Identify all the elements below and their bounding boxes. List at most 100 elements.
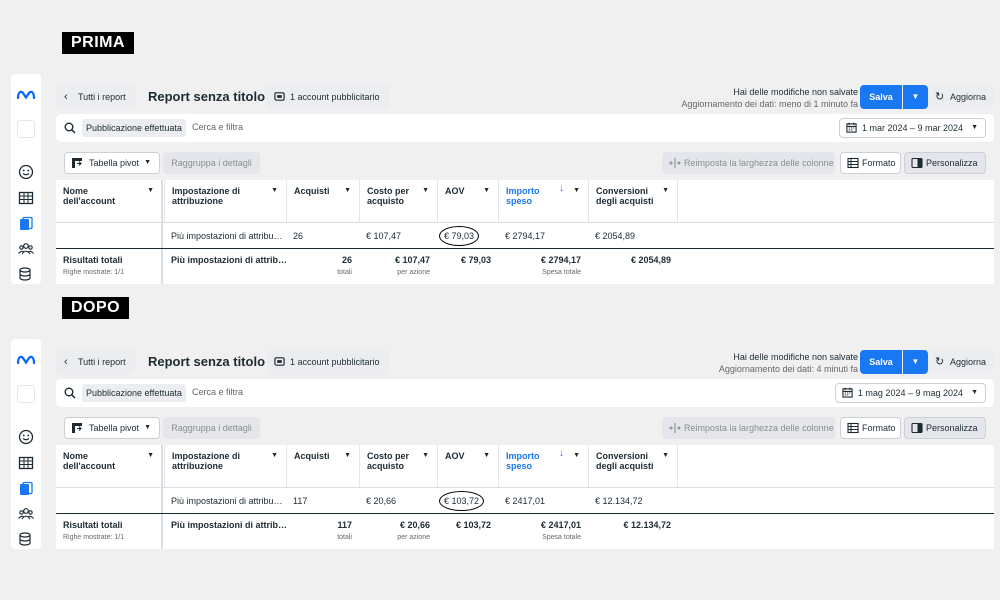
reports-icon[interactable] bbox=[18, 481, 34, 497]
column-header-purchases[interactable]: Acquisti ▼ bbox=[286, 180, 359, 222]
column-header-aov[interactable]: AOV ▼ bbox=[437, 180, 498, 222]
format-button[interactable]: Formato bbox=[840, 152, 901, 174]
totals-purchases-value: 117 bbox=[337, 520, 352, 530]
caret-down-icon: ▼ bbox=[144, 159, 151, 166]
all-reports-button[interactable]: ‹ Tutti i report bbox=[56, 349, 135, 375]
column-header-account-name[interactable]: Nome dell'account ▼ bbox=[56, 180, 162, 222]
group-details-button[interactable]: Raggruppa i dettagli bbox=[163, 417, 260, 439]
customize-button[interactable]: Personalizza bbox=[904, 417, 986, 439]
filter-chip-published[interactable]: Pubblicazione effettuata bbox=[82, 119, 186, 137]
column-header-attribution[interactable]: Impostazione di attribuzione ▼ bbox=[164, 180, 286, 222]
ad-account-button[interactable]: 1 account pubblicitario bbox=[266, 84, 390, 110]
caret-down-icon[interactable]: ▼ bbox=[422, 187, 429, 194]
table-header-row: Nome dell'account ▼ Impostazione di attri… bbox=[56, 445, 994, 487]
caret-down-icon[interactable]: ▼ bbox=[573, 452, 580, 459]
column-header-cost-per-purchase[interactable]: Costo per acquisto ▼ bbox=[359, 180, 437, 222]
caret-down-icon[interactable]: ▼ bbox=[573, 187, 580, 194]
reset-column-width-button[interactable]: Reimposta la larghezza delle colonne bbox=[662, 417, 835, 439]
format-icon bbox=[847, 157, 859, 169]
ad-account-label: 1 account pubblicitario bbox=[290, 92, 380, 102]
audience-icon[interactable] bbox=[18, 241, 34, 257]
column-header-account-name[interactable]: Nome dell'account ▼ bbox=[56, 445, 162, 487]
totals-amount-value: € 2417,01 bbox=[540, 520, 581, 530]
caret-down-icon[interactable]: ▼ bbox=[344, 452, 351, 459]
caret-down-icon: ▼ bbox=[971, 124, 978, 131]
caret-down-icon[interactable]: ▼ bbox=[662, 452, 669, 459]
column-header-purchase-conversions[interactable]: Conversioni degli acquisti ▼ bbox=[588, 180, 678, 222]
caret-down-icon[interactable]: ▼ bbox=[483, 187, 490, 194]
cell-cost-per-purchase: € 107,47 bbox=[366, 231, 402, 241]
cell-attribution[interactable]: Più impostazioni di attribu… bbox=[171, 231, 283, 241]
table-icon[interactable] bbox=[18, 190, 34, 206]
caret-down-icon[interactable]: ▼ bbox=[271, 452, 278, 459]
customize-button[interactable]: Personalizza bbox=[904, 152, 986, 174]
pinned-column-divider[interactable] bbox=[161, 445, 163, 549]
totals-amount-sub: Spesa totale bbox=[542, 534, 581, 541]
column-header-purchases[interactable]: Acquisti ▼ bbox=[286, 445, 359, 487]
table-row[interactable]: Più impostazioni di attribu… 26 € 107,47… bbox=[56, 222, 994, 248]
caret-down-icon[interactable]: ▼ bbox=[422, 452, 429, 459]
meta-logo-icon[interactable] bbox=[16, 88, 36, 102]
account-avatar[interactable] bbox=[17, 120, 35, 138]
refresh-button[interactable]: ↻ Aggiorna bbox=[927, 350, 994, 374]
save-button[interactable]: Salva bbox=[860, 350, 902, 374]
filter-chip-published[interactable]: Pubblicazione effettuata bbox=[82, 384, 186, 402]
column-header-amount-spent[interactable]: Importo speso ↓ ▼ bbox=[498, 445, 588, 487]
billing-icon[interactable] bbox=[18, 531, 34, 547]
search-input[interactable]: Cerca e filtra bbox=[192, 122, 244, 132]
sort-descending-icon[interactable]: ↓ bbox=[559, 183, 564, 194]
caret-down-icon[interactable]: ▼ bbox=[344, 187, 351, 194]
totals-title: Risultati totali bbox=[63, 520, 123, 530]
save-options-dropdown[interactable]: ▼ bbox=[903, 350, 928, 374]
meta-logo-icon[interactable] bbox=[16, 353, 36, 367]
report-title[interactable]: Report senza titolo bbox=[148, 89, 266, 104]
column-header-label: AOV bbox=[445, 186, 465, 196]
ad-account-button[interactable]: 1 account pubblicitario bbox=[266, 349, 390, 375]
reports-icon[interactable] bbox=[18, 216, 34, 232]
smiley-icon[interactable] bbox=[18, 164, 34, 180]
cell-account-name bbox=[56, 223, 162, 248]
caret-down-icon[interactable]: ▼ bbox=[147, 187, 154, 194]
sort-descending-icon[interactable]: ↓ bbox=[559, 448, 564, 459]
smiley-icon[interactable] bbox=[18, 429, 34, 445]
column-header-purchase-conversions[interactable]: Conversioni degli acquisti ▼ bbox=[588, 445, 678, 487]
caret-down-icon[interactable]: ▼ bbox=[147, 452, 154, 459]
reset-column-width-button[interactable]: Reimposta la larghezza delle colonne bbox=[662, 152, 835, 174]
calendar-icon bbox=[846, 122, 857, 133]
save-options-dropdown[interactable]: ▼ bbox=[903, 85, 928, 109]
report-title[interactable]: Report senza titolo bbox=[148, 354, 266, 369]
cell-totals-attribution: Più impostazioni di attrib… bbox=[171, 255, 288, 265]
column-header-cost-per-purchase[interactable]: Costo per acquisto ▼ bbox=[359, 445, 437, 487]
audience-icon[interactable] bbox=[18, 506, 34, 522]
pinned-column-divider[interactable] bbox=[161, 180, 163, 284]
refresh-button[interactable]: ↻ Aggiorna bbox=[927, 85, 994, 109]
column-header-aov[interactable]: AOV ▼ bbox=[437, 445, 498, 487]
cell-cost-per-purchase: € 20,66 bbox=[366, 496, 397, 506]
group-details-button[interactable]: Raggruppa i dettagli bbox=[163, 152, 260, 174]
search-input[interactable]: Cerca e filtra bbox=[192, 387, 244, 397]
billing-icon[interactable] bbox=[18, 266, 34, 282]
column-header-amount-spent[interactable]: Importo speso ↓ ▼ bbox=[498, 180, 588, 222]
save-button[interactable]: Salva bbox=[860, 85, 902, 109]
pivot-table-dropdown[interactable]: Tabella pivot ▼ bbox=[64, 152, 160, 174]
format-button[interactable]: Formato bbox=[840, 417, 901, 439]
caret-down-icon[interactable]: ▼ bbox=[662, 187, 669, 194]
pivot-table-dropdown[interactable]: Tabella pivot ▼ bbox=[64, 417, 160, 439]
cell-attribution[interactable]: Più impostazioni di attribu… bbox=[171, 496, 283, 506]
column-header-attribution[interactable]: Impostazione di attribuzione ▼ bbox=[164, 445, 286, 487]
cell-purchases: 26 bbox=[293, 231, 304, 241]
search-icon bbox=[64, 122, 76, 134]
cell-purchase-conversions: € 12.134,72 bbox=[595, 496, 643, 506]
caret-down-icon: ▼ bbox=[144, 424, 151, 431]
account-avatar[interactable] bbox=[17, 385, 35, 403]
table-row[interactable]: Più impostazioni di attribu… 117 € 20,66… bbox=[56, 487, 994, 513]
date-range-picker[interactable]: 1 mag 2024 – 9 mag 2024 ▼ bbox=[834, 383, 986, 403]
caret-down-icon[interactable]: ▼ bbox=[483, 452, 490, 459]
totals-purchases-sub: totali bbox=[337, 534, 352, 541]
left-sidebar bbox=[11, 74, 41, 284]
date-range-picker[interactable]: 1 mar 2024 – 9 mar 2024 ▼ bbox=[838, 118, 986, 138]
table-icon[interactable] bbox=[18, 455, 34, 471]
column-width-icon bbox=[669, 423, 681, 433]
caret-down-icon[interactable]: ▼ bbox=[271, 187, 278, 194]
all-reports-button[interactable]: ‹ Tutti i report bbox=[56, 84, 135, 110]
